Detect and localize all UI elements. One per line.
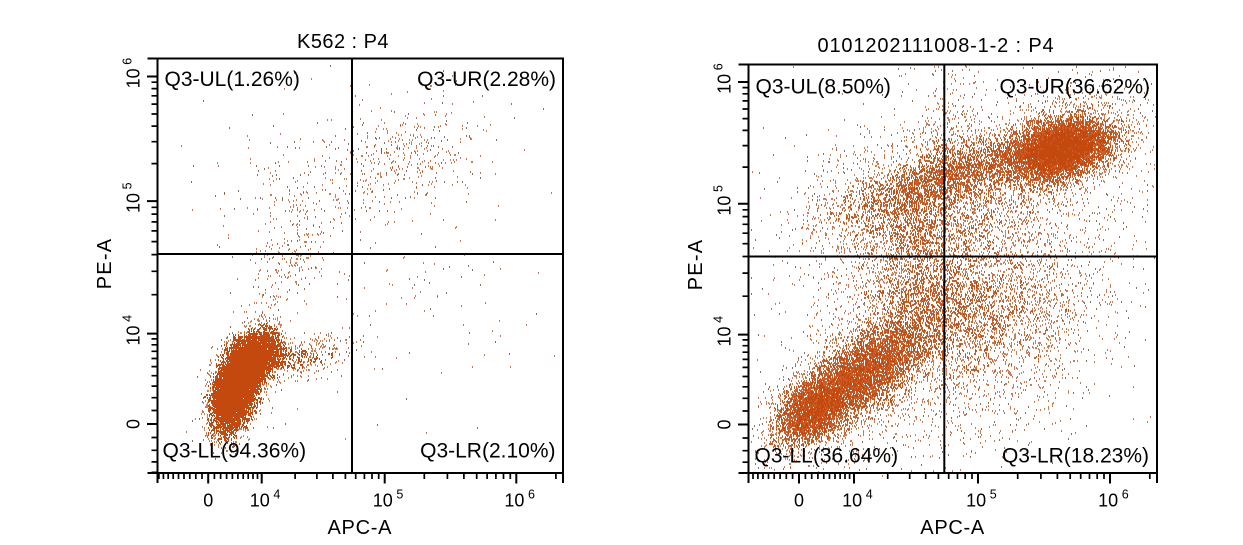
svg-text:Q3-LL(94.36%): Q3-LL(94.36%) xyxy=(163,440,307,463)
svg-text:APC-A: APC-A xyxy=(327,517,392,539)
svg-text:Q3-UR(2.28%): Q3-UR(2.28%) xyxy=(417,68,556,91)
svg-text:Q3-UL(1.26%): Q3-UL(1.26%) xyxy=(165,68,300,91)
svg-text:0: 0 xyxy=(203,491,213,511)
svg-text:0: 0 xyxy=(794,491,804,511)
svg-text:Q3-LL(36.64%): Q3-LL(36.64%) xyxy=(755,445,899,468)
svg-text:Q3-UL(8.50%): Q3-UL(8.50%) xyxy=(756,76,891,99)
svg-text:PE-A: PE-A xyxy=(685,239,707,290)
svg-text:0: 0 xyxy=(714,419,734,429)
svg-text:Q3-LR(18.23%): Q3-LR(18.23%) xyxy=(1002,445,1149,468)
svg-text:0101202111008-1-2 : P4: 0101202111008-1-2 : P4 xyxy=(817,35,1054,57)
svg-text:Q3-LR(2.10%): Q3-LR(2.10%) xyxy=(420,440,555,463)
svg-text:K562 : P4: K562 : P4 xyxy=(297,31,389,53)
svg-text:Q3-UR(36.62%): Q3-UR(36.62%) xyxy=(999,76,1150,99)
svg-text:PE-A: PE-A xyxy=(94,238,116,289)
svg-text:0: 0 xyxy=(123,419,143,429)
svg-text:APC-A: APC-A xyxy=(920,517,985,539)
